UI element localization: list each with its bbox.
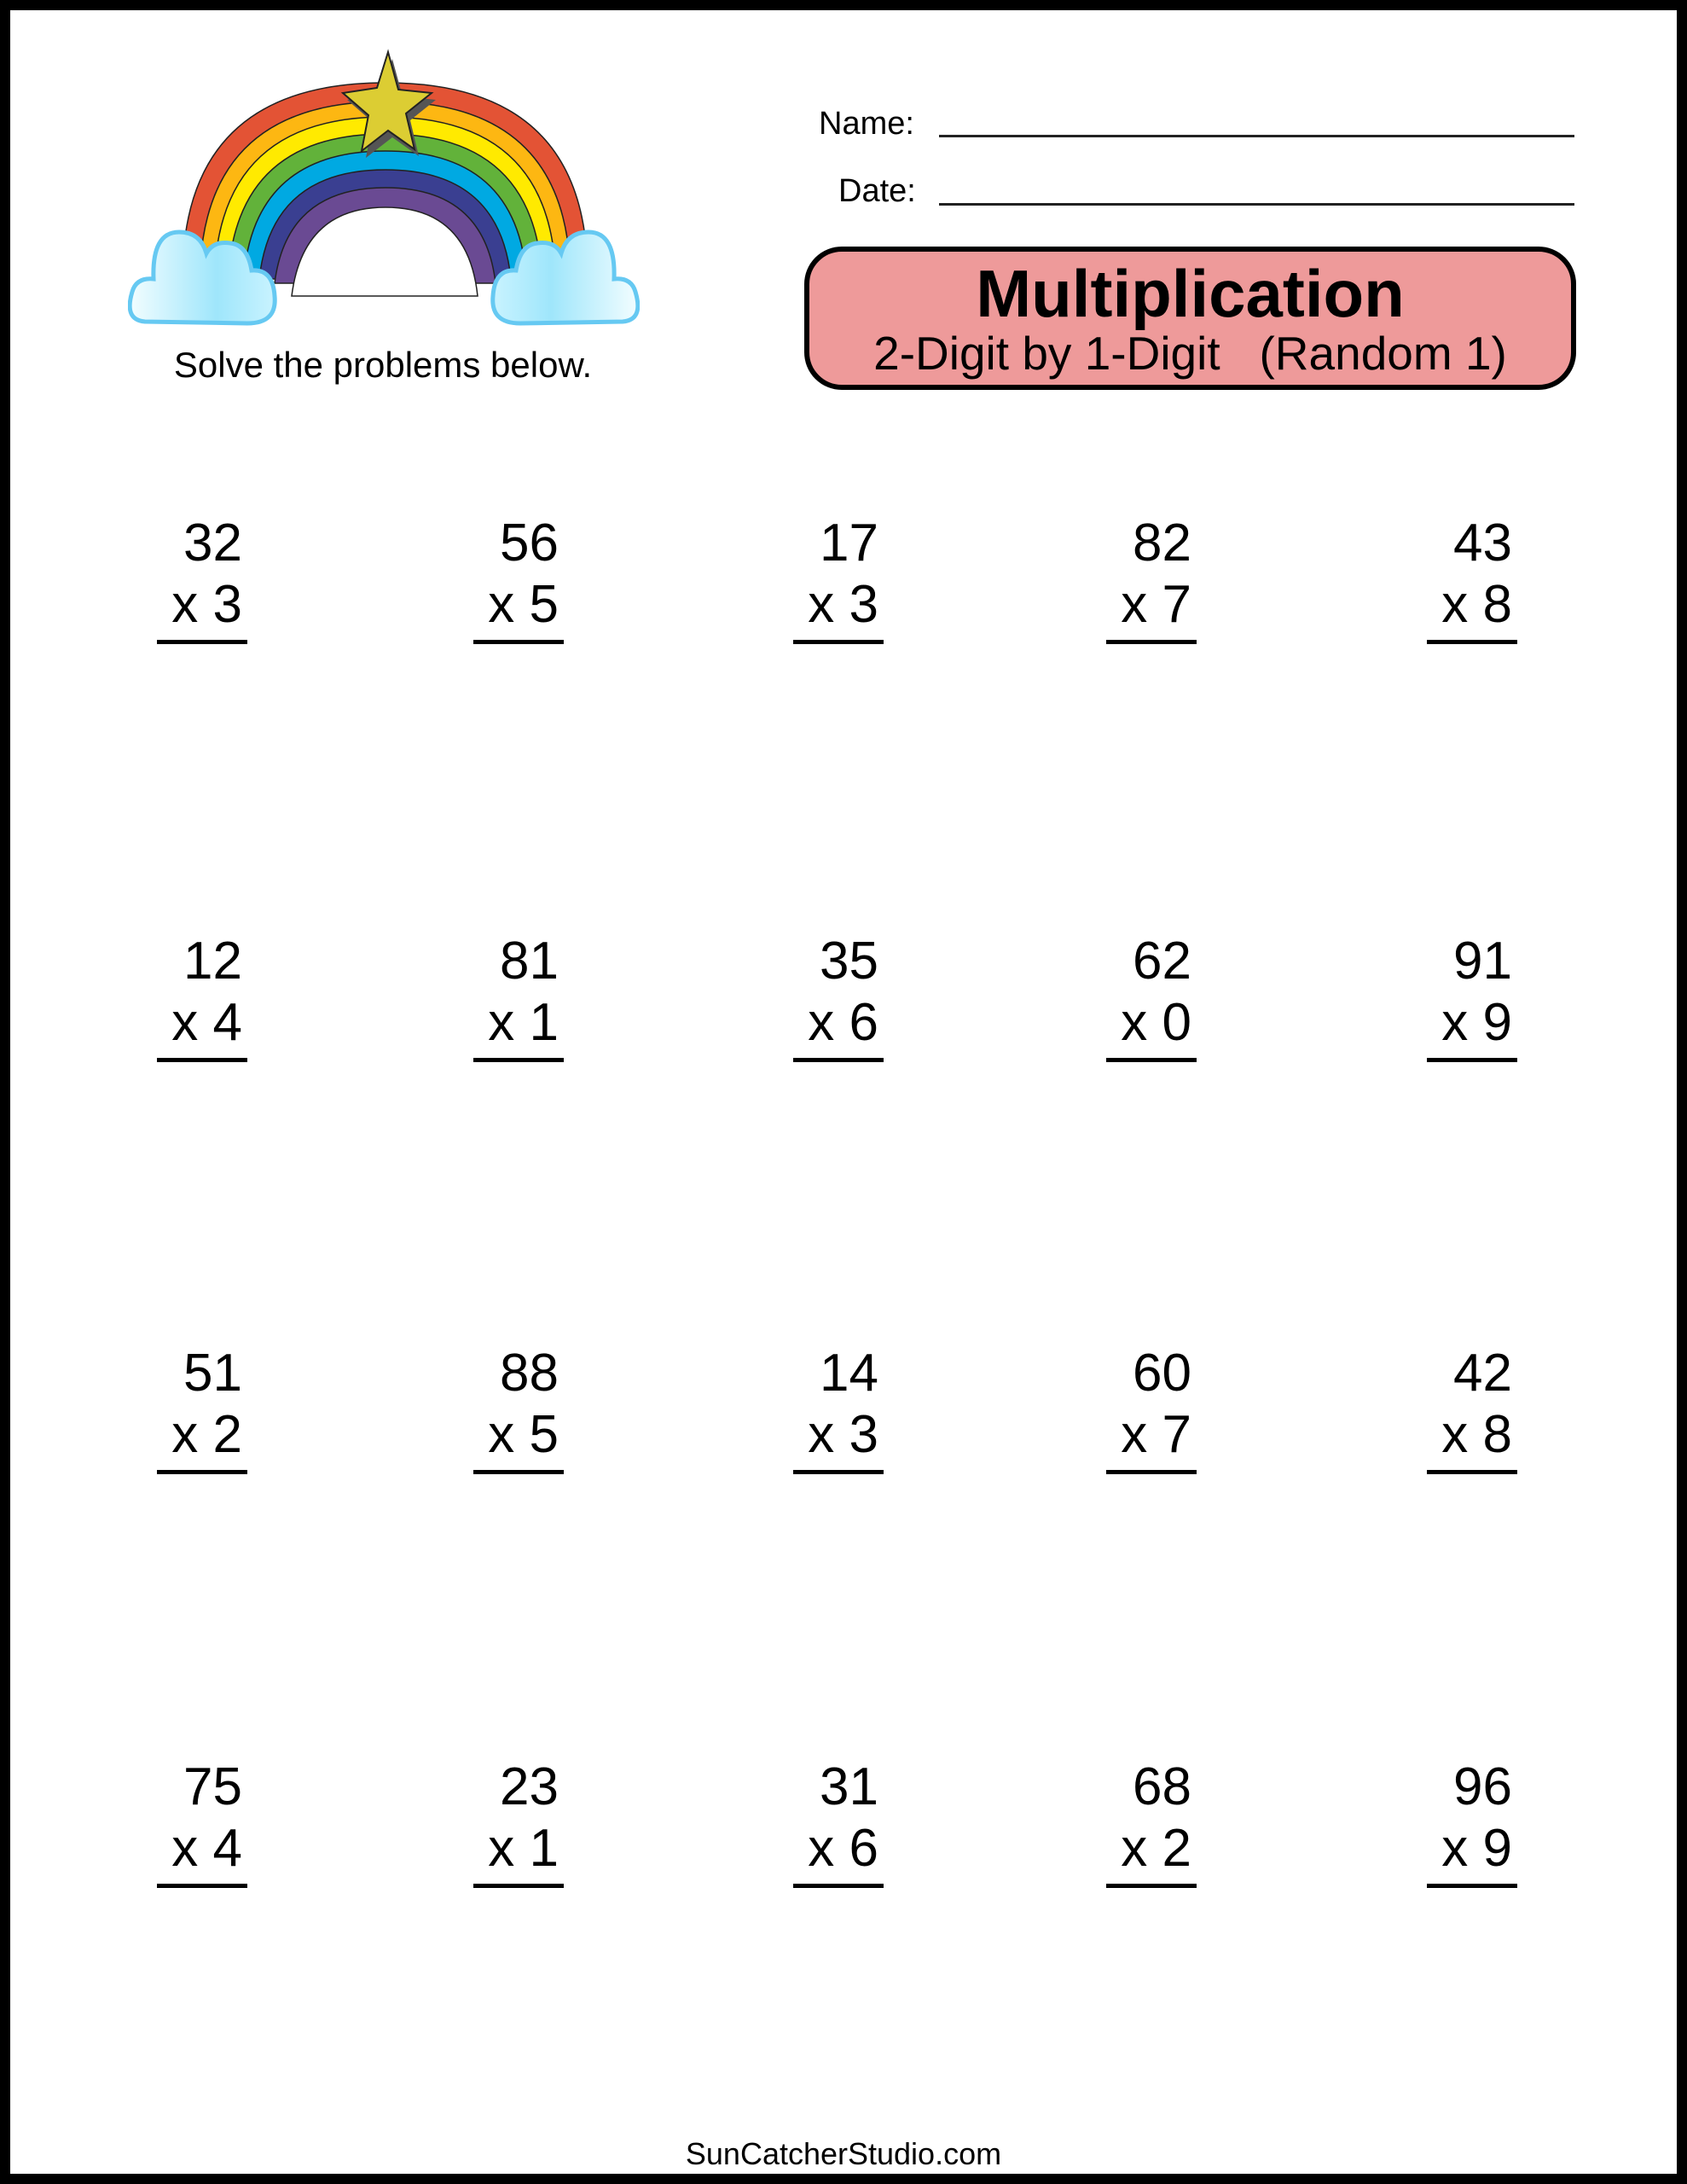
multiplicand: 31 xyxy=(820,1757,878,1816)
multiplier: x 5 xyxy=(488,575,559,634)
answer-line xyxy=(1106,1058,1197,1062)
multiplicand: 17 xyxy=(820,514,878,572)
multiplicand: 75 xyxy=(183,1757,242,1816)
answer-line xyxy=(1427,640,1517,644)
answer-line xyxy=(1106,640,1197,644)
cloud-left-icon xyxy=(128,229,277,326)
answer-line xyxy=(157,640,247,644)
page-title: Multiplication xyxy=(976,256,1405,331)
multiplier: x 7 xyxy=(1121,575,1191,634)
multiplicand: 60 xyxy=(1133,1344,1191,1403)
answer-line xyxy=(1427,1058,1517,1062)
answer-line xyxy=(473,1470,564,1474)
star-icon xyxy=(340,49,436,158)
answer-line xyxy=(157,1058,247,1062)
answer-line xyxy=(157,1884,247,1888)
answer-line xyxy=(1106,1884,1197,1888)
date-field[interactable] xyxy=(939,203,1574,206)
date-label: Date: xyxy=(838,173,916,209)
multiplier: x 2 xyxy=(171,1405,242,1464)
multiplier: x 9 xyxy=(1441,993,1512,1052)
multiplier: x 4 xyxy=(171,993,242,1052)
answer-line xyxy=(793,640,884,644)
multiplicand: 42 xyxy=(1453,1344,1512,1403)
multiplicand: 32 xyxy=(183,514,242,572)
multiplier: x 6 xyxy=(808,993,878,1052)
multiplier: x 3 xyxy=(808,575,878,634)
answer-line xyxy=(793,1058,884,1062)
multiplicand: 51 xyxy=(183,1344,242,1403)
multiplicand: 81 xyxy=(500,932,559,990)
multiplicand: 88 xyxy=(500,1344,559,1403)
multiplicand: 68 xyxy=(1133,1757,1191,1816)
instructions-text: Solve the problems below. xyxy=(173,345,593,385)
answer-line xyxy=(473,640,564,644)
answer-line xyxy=(793,1884,884,1888)
multiplier: x 1 xyxy=(488,1819,559,1878)
answer-line xyxy=(1427,1884,1517,1888)
page-subtitle: 2-Digit by 1-Digit (Random 1) xyxy=(873,327,1507,380)
answer-line xyxy=(793,1470,884,1474)
name-label: Name: xyxy=(819,106,914,142)
answer-line xyxy=(473,1058,564,1062)
multiplier: x 3 xyxy=(171,575,242,634)
multiplier: x 8 xyxy=(1441,1405,1512,1464)
cloud-right-icon xyxy=(490,229,640,326)
multiplier: x 0 xyxy=(1121,993,1191,1052)
multiplicand: 23 xyxy=(500,1757,559,1816)
multiplicand: 56 xyxy=(500,514,559,572)
multiplicand: 43 xyxy=(1453,514,1512,572)
answer-line xyxy=(1427,1470,1517,1474)
multiplicand: 82 xyxy=(1133,514,1191,572)
multiplier: x 5 xyxy=(488,1405,559,1464)
multiplicand: 12 xyxy=(183,932,242,990)
footer-text: SunCatcherStudio.com xyxy=(685,2136,1002,2171)
title-box: Multiplication 2-Digit by 1-Digit (Rando… xyxy=(804,247,1576,390)
multiplicand: 14 xyxy=(820,1344,878,1403)
answer-line xyxy=(1106,1470,1197,1474)
multiplier: x 3 xyxy=(808,1405,878,1464)
multiplicand: 35 xyxy=(820,932,878,990)
multiplier: x 8 xyxy=(1441,575,1512,634)
multiplier: x 9 xyxy=(1441,1819,1512,1878)
multiplicand: 96 xyxy=(1453,1757,1512,1816)
multiplicand: 91 xyxy=(1453,932,1512,990)
multiplier: x 7 xyxy=(1121,1405,1191,1464)
multiplier: x 4 xyxy=(171,1819,242,1878)
answer-line xyxy=(473,1884,564,1888)
multiplier: x 1 xyxy=(488,993,559,1052)
multiplier: x 2 xyxy=(1121,1819,1191,1878)
answer-line xyxy=(157,1470,247,1474)
rainbow-illustration xyxy=(128,49,640,326)
multiplicand: 62 xyxy=(1133,932,1191,990)
name-field[interactable] xyxy=(939,135,1574,137)
multiplier: x 6 xyxy=(808,1819,878,1878)
